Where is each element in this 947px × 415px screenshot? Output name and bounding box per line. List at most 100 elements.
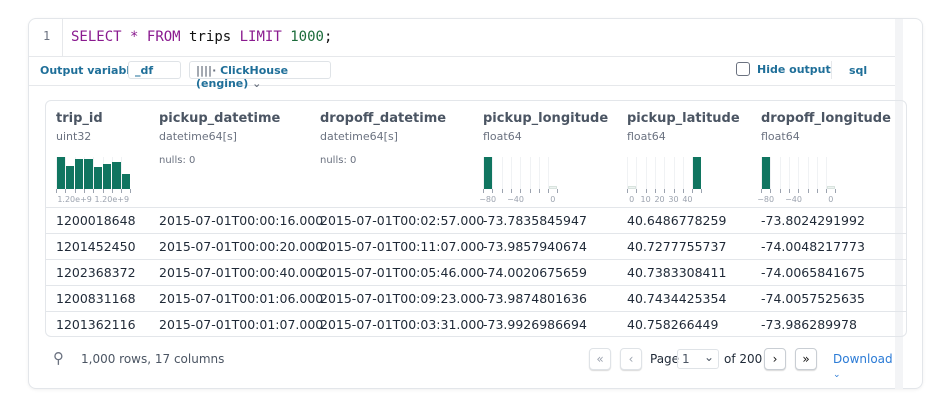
histogram-gridline: [788, 157, 790, 189]
column-header-pickup_longitude[interactable]: pickup_longitude float64 −80 −40 0: [479, 111, 608, 204]
histogram-bar: [93, 166, 102, 189]
page-label: Page: [650, 352, 680, 366]
histogram-tick: [83, 189, 85, 193]
histogram-bar: [627, 186, 636, 189]
histogram-gridline: [673, 157, 675, 189]
histogram-gridline: [510, 157, 512, 189]
histogram-tick-label: 0: [828, 195, 834, 204]
hide-output-toggle[interactable]: Hide output: [736, 62, 831, 76]
column-histogram: −80 −40 0: [479, 156, 559, 204]
histogram-tick-label: 0: [550, 195, 556, 204]
histogram-bar: [103, 163, 112, 189]
table-cell: 2015-07-01T00:02:57.000: [320, 213, 485, 228]
histogram-tick: [645, 189, 647, 193]
histogram-gridline: [520, 157, 522, 189]
hide-output-checkbox[interactable]: [736, 62, 750, 76]
table-cell: 40.7277755737: [627, 239, 727, 254]
column-histogram: 0 10 20 30 40: [627, 156, 703, 204]
engine-dropdown[interactable]: ||||· ClickHouse (engine) ⌄: [189, 61, 331, 90]
sql-text: [122, 29, 130, 45]
histogram-tick: [816, 189, 818, 193]
column-histogram: 1.20e+9 1.20e+9: [56, 156, 132, 204]
table-cell: 2015-07-01T00:03:31.000: [320, 317, 485, 332]
column-header-dropoff_longitude[interactable]: dropoff_longitude float64 −80 −40 0: [757, 111, 891, 204]
histogram-tick: [102, 189, 104, 193]
table-footer: ⚲ 1,000 rows, 17 columns « ‹ Page 1 ⌄ of …: [29, 337, 895, 389]
table-cell: -73.986289978: [761, 317, 857, 332]
cell-options-bar: Output variable: ||||· ClickHouse (engin…: [29, 57, 895, 90]
language-label[interactable]: sql: [849, 64, 868, 77]
histogram-bar: [112, 161, 121, 189]
sql-keyword: FROM: [146, 29, 181, 45]
histogram-gridline: [807, 157, 809, 189]
table-row[interactable]: 1200018648 2015-07-01T00:00:16.000 2015-07…: [46, 208, 906, 234]
download-label: Download: [833, 352, 893, 366]
histogram-tick: [56, 189, 57, 193]
column-type: datetime64[s]: [159, 130, 237, 143]
table-cell: 40.6486778259: [627, 213, 727, 228]
code-editor[interactable]: 1 SELECT * FROM trips LIMIT 1000;: [29, 19, 895, 57]
column-type: float64: [627, 130, 666, 143]
histogram-gridline: [121, 157, 123, 189]
table-cell: 2015-07-01T00:09:23.000: [320, 291, 485, 306]
histogram-gridline: [636, 157, 638, 189]
column-header-pickup_latitude[interactable]: pickup_latitude float64 0 10 20 30 40: [627, 111, 740, 204]
histogram-gridline: [538, 157, 540, 189]
table-cell: 2015-07-01T00:00:20.000: [159, 239, 324, 254]
column-header-pickup_datetime[interactable]: pickup_datetime datetime64[s] nulls: 0: [159, 111, 280, 166]
page-select[interactable]: 1 ⌄: [677, 349, 719, 369]
histogram-tick: [65, 189, 67, 193]
table-row[interactable]: 1201452450 2015-07-01T00:00:20.000 2015-07…: [46, 234, 906, 260]
sql-keyword: 1000: [290, 29, 324, 45]
chevron-down-icon: ⌄: [833, 370, 841, 380]
null-count: nulls: 0: [320, 155, 357, 166]
sql-code[interactable]: SELECT * FROM trips LIMIT 1000;: [71, 29, 332, 45]
last-page-button[interactable]: »: [795, 348, 817, 370]
histogram-bar: [761, 157, 770, 189]
histogram-tick: [779, 189, 781, 193]
page-count: of 200: [724, 352, 763, 366]
histogram-tick: [807, 189, 809, 193]
histogram-tick: [664, 189, 666, 193]
histogram-tick: [510, 189, 512, 193]
histogram-tick: [682, 189, 684, 193]
column-header-dropoff_datetime[interactable]: dropoff_datetime datetime64[s] nulls: 0: [320, 111, 446, 166]
table-cell: 1201452450: [56, 239, 136, 254]
histogram-tick: [798, 189, 800, 193]
table-header: trip_id uint32 1.20e+9 1.20e+9 pickup_dateti…: [46, 101, 906, 208]
table-cell: 2015-07-01T00:05:46.000: [320, 265, 485, 280]
results-table: trip_id uint32 1.20e+9 1.20e+9 pickup_dateti…: [45, 100, 907, 337]
histogram-gridline: [492, 157, 494, 189]
histogram-tick: [627, 189, 628, 193]
table-row[interactable]: 1200831168 2015-07-01T00:01:06.000 2015-07…: [46, 286, 906, 312]
table-row[interactable]: 1201362116 2015-07-01T00:01:07.000 2015-07…: [46, 312, 906, 336]
table-cell: 40.7434425354: [627, 291, 727, 306]
table-cell: -74.0065841675: [761, 265, 865, 280]
scrollbar[interactable]: [895, 19, 903, 389]
histogram-tick-label: −40: [785, 195, 802, 204]
chevron-down-icon: ⌄: [703, 350, 714, 364]
table-cell: 2015-07-01T00:01:07.000: [159, 317, 324, 332]
sql-text: trips: [180, 29, 240, 45]
download-button[interactable]: Download ⌄: [833, 352, 895, 380]
table-cell: -74.0057525635: [761, 291, 865, 306]
histogram-bar: [483, 157, 492, 189]
table-row[interactable]: 1202368372 2015-07-01T00:00:40.000 2015-07…: [46, 260, 906, 286]
bars-icon: ||||·: [196, 64, 217, 77]
sql-text: ;: [323, 29, 333, 45]
first-page-button[interactable]: «: [589, 348, 611, 370]
histogram-tick: [761, 189, 762, 193]
previous-page-button[interactable]: ‹: [620, 348, 642, 370]
search-icon[interactable]: ⚲: [53, 349, 64, 367]
column-name: dropoff_longitude: [761, 111, 891, 126]
column-header-trip_id[interactable]: trip_id uint32 1.20e+9 1.20e+9: [56, 111, 132, 204]
histogram-tick: [520, 189, 522, 193]
column-name: dropoff_datetime: [320, 111, 447, 126]
histogram-tick: [673, 189, 675, 193]
divider: [831, 61, 832, 79]
next-page-button[interactable]: ›: [764, 348, 786, 370]
output-variable-input[interactable]: [128, 61, 181, 79]
histogram-gridline: [779, 157, 781, 189]
histogram-tick-label: 1.20e+9: [94, 195, 130, 204]
table-cell: 2015-07-01T00:00:16.000: [159, 213, 324, 228]
